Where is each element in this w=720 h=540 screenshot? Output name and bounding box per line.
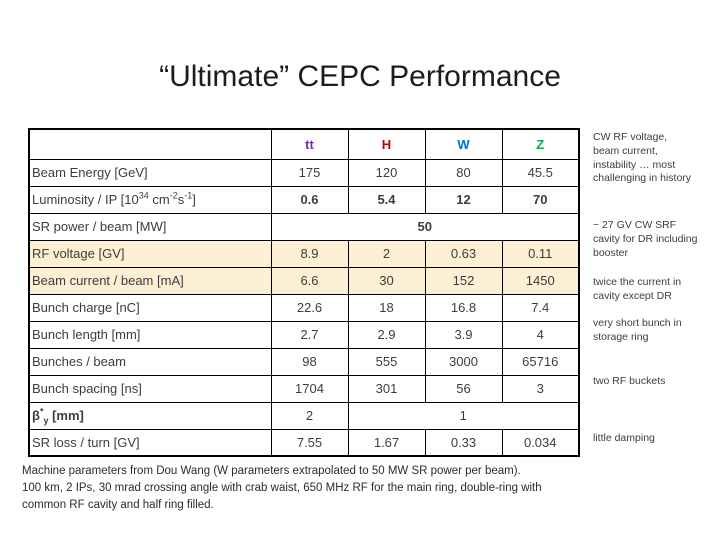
table-row: SR power / beam [MW] 50 <box>28 212 580 241</box>
value-cell: 0.034 <box>501 428 580 457</box>
value-cell: 7.55 <box>270 428 349 457</box>
annotation-short-bunch: very short bunch in storage ring <box>593 317 682 343</box>
row-label: Bunch charge [nC] <box>28 293 272 322</box>
value-cell: 65716 <box>501 347 580 376</box>
value-cell: 175 <box>270 158 349 187</box>
footer-note: Machine parameters from Dou Wang (W para… <box>22 465 542 511</box>
table-row: β*y [mm] 2 1 <box>28 401 580 430</box>
table-row: Luminosity / IP [1034 cm-2s-1] 0.6 5.4 12 70 <box>28 185 580 214</box>
value-cell: 301 <box>347 374 426 403</box>
row-label: SR loss / turn [GV] <box>28 428 272 457</box>
table-row: RF voltage [GV] 8.9 2 0.63 0.11 <box>28 239 580 268</box>
value-cell: 555 <box>347 347 426 376</box>
value-cell: 18 <box>347 293 426 322</box>
annotation-rf-buckets: two RF buckets <box>593 375 666 387</box>
table-header-row: tt H W Z <box>28 128 580 160</box>
value-cell: 0.33 <box>424 428 503 457</box>
value-cell: 0.6 <box>270 185 349 214</box>
annotation-little-damping: little damping <box>593 432 655 444</box>
row-label: Beam current / beam [mA] <box>28 266 272 295</box>
value-cell: 0.11 <box>501 239 580 268</box>
table-row: SR loss / turn [GV] 7.55 1.67 0.33 0.034 <box>28 428 580 457</box>
value-cell: 2 <box>270 401 349 430</box>
value-cell: 1704 <box>270 374 349 403</box>
row-label: Luminosity / IP [1034 cm-2s-1] <box>28 185 272 214</box>
value-cell: 3000 <box>424 347 503 376</box>
table-row: Bunch charge [nC] 22.6 18 16.8 7.4 <box>28 293 580 322</box>
value-cell: 1450 <box>501 266 580 295</box>
row-label: RF voltage [GV] <box>28 239 272 268</box>
value-cell: 120 <box>347 158 426 187</box>
value-cell: 30 <box>347 266 426 295</box>
annotation-srf-cavity: ~ 27 GV CW SRF cavity for DR including b… <box>593 219 698 259</box>
row-label: SR power / beam [MW] <box>28 212 272 241</box>
corner-cell <box>28 128 272 160</box>
value-cell: 2.9 <box>347 320 426 349</box>
row-label: Bunch length [mm] <box>28 320 272 349</box>
table-row: Beam current / beam [mA] 6.6 30 152 1450 <box>28 266 580 295</box>
value-cell: 70 <box>501 185 580 214</box>
value-cell: 3.9 <box>424 320 503 349</box>
value-cell: 1.67 <box>347 428 426 457</box>
value-cell: 3 <box>501 374 580 403</box>
value-cell: 2.7 <box>270 320 349 349</box>
column-header-W: W <box>424 128 503 160</box>
value-cell: 45.5 <box>501 158 580 187</box>
table-row: Bunch spacing [ns] 1704 301 56 3 <box>28 374 580 403</box>
value-cell: 56 <box>424 374 503 403</box>
value-cell: 1 <box>347 401 580 430</box>
row-label: Beam Energy [GeV] <box>28 158 272 187</box>
column-header-Z: Z <box>501 128 580 160</box>
value-cell: 80 <box>424 158 503 187</box>
annotation-cavity-current: twice the current in cavity except DR <box>593 276 682 302</box>
performance-table-body: tt H W Z Beam Energy [GeV] 175 120 80 45.5 Lumino… <box>28 128 580 457</box>
value-cell: 5.4 <box>347 185 426 214</box>
performance-table: tt H W Z Beam Energy [GeV] 175 120 80 45.5 Lumino… <box>28 128 580 457</box>
table-row: Bunches / beam 98 555 3000 65716 <box>28 347 580 376</box>
table-row: Beam Energy [GeV] 175 120 80 45.5 <box>28 158 580 187</box>
row-label: Bunches / beam <box>28 347 272 376</box>
value-cell: 7.4 <box>501 293 580 322</box>
column-header-tt: tt <box>270 128 349 160</box>
column-header-H: H <box>347 128 426 160</box>
value-cell: 22.6 <box>270 293 349 322</box>
value-cell: 12 <box>424 185 503 214</box>
value-cell: 2 <box>347 239 426 268</box>
value-cell: 152 <box>424 266 503 295</box>
value-cell: 8.9 <box>270 239 349 268</box>
value-cell: 6.6 <box>270 266 349 295</box>
table-row: Bunch length [mm] 2.7 2.9 3.9 4 <box>28 320 580 349</box>
row-label: β*y [mm] <box>28 401 272 430</box>
row-label: Bunch spacing [ns] <box>28 374 272 403</box>
value-cell: 4 <box>501 320 580 349</box>
annotation-rf-challenge: CW RF voltage, beam current, instability… <box>593 131 692 185</box>
value-cell: 0.63 <box>424 239 503 268</box>
slide-title: “Ultimate” CEPC Performance <box>159 60 561 93</box>
value-cell: 16.8 <box>424 293 503 322</box>
value-cell: 98 <box>270 347 349 376</box>
value-cell: 50 <box>270 212 580 241</box>
